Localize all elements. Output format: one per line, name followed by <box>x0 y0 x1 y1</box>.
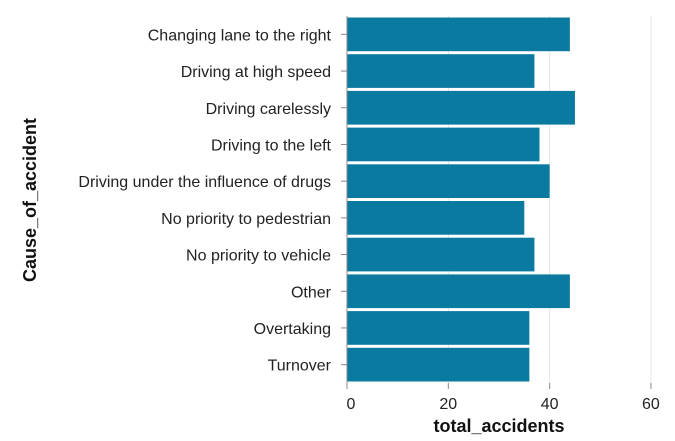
x-tick-label: 20 <box>439 396 457 413</box>
x-tick-label: 40 <box>541 396 559 413</box>
x-tick-label: 0 <box>347 396 356 413</box>
category-label: No priority to vehicle <box>186 248 331 265</box>
bar <box>347 311 530 345</box>
category-label: Changing lane to the right <box>148 27 332 44</box>
category-label: Overtaking <box>254 321 331 338</box>
bar <box>347 201 525 235</box>
category-label: Turnover <box>268 358 332 375</box>
x-axis: 0 20 40 60 <box>346 16 660 413</box>
bars <box>347 17 575 382</box>
y-axis-title: Cause_of_accident <box>20 118 40 282</box>
bar <box>347 274 570 309</box>
category-label: Driving carelessly <box>206 101 331 118</box>
x-axis-title: total_accidents <box>433 416 564 436</box>
x-tick-label: 60 <box>642 396 660 413</box>
category-label: No priority to pedestrian <box>161 211 331 228</box>
category-label: Driving to the left <box>211 137 332 154</box>
bar <box>347 237 535 272</box>
bar <box>347 347 530 382</box>
bar <box>347 127 540 162</box>
category-label: Driving at high speed <box>181 64 331 81</box>
bar <box>347 54 535 88</box>
category-label: Other <box>291 284 332 301</box>
category-label: Driving under the influence of drugs <box>78 174 331 191</box>
category-labels: Changing lane to the right Driving at hig… <box>78 27 347 375</box>
bar <box>347 17 570 52</box>
bar <box>347 164 550 198</box>
bar <box>347 90 575 125</box>
